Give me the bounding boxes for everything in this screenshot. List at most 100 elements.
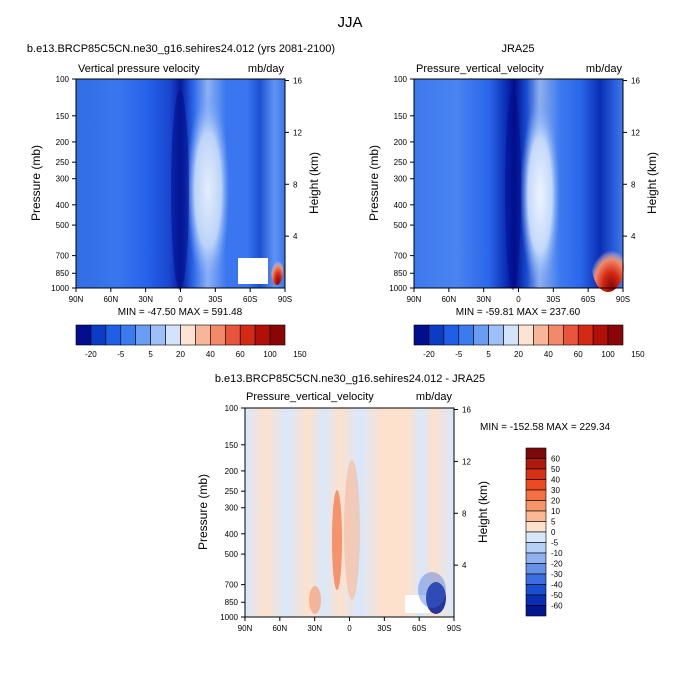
colorbar-label: 40 [551,476,560,485]
colorbar-swatch [254,324,271,346]
colorbar-swatch [577,324,594,346]
colorbar-swatch [105,324,122,346]
y-axis-label: Pressure (mb) [196,474,210,550]
colorbar-swatch [90,324,107,346]
units-label: mb/day [586,63,623,75]
x-tick-label: 90S [616,295,630,304]
y-tick-label: 100 [56,75,70,84]
y-tick-label: 200 [56,138,70,147]
y-tick-label: 850 [394,269,408,278]
y-right-tick-label: 16 [462,406,471,415]
units-label: mb/day [248,63,285,75]
y-tick-label: 300 [225,504,239,513]
x-tick-label: 60N [441,295,456,304]
colorbar-swatch [75,324,92,346]
y-tick-label: 100 [394,75,408,84]
colorbar-label: 0 [551,528,556,537]
y-right-tick-label: 4 [631,232,636,241]
x-ticks: 90N 60N 30N 0 30S 60S 90S [238,617,461,633]
y-ticks-left: 100 150 200 250 300 400 500 700 850 1000 [389,75,414,293]
colorbar-label: 5 [551,518,556,527]
y-right-tick-label: 12 [631,128,640,137]
y-tick-label: 250 [394,158,408,167]
min-max-stats: MIN = -152.58 MAX = 229.34 [480,422,611,433]
y-axis-label: Pressure (mb) [367,145,381,221]
panel-top-left: b.e13.BRCP85C5CN.ne30_g16.sehires24.012 … [27,43,335,359]
y-tick-label: 250 [56,158,70,167]
colorbar-swatch [135,324,151,346]
colorbar-swatch [518,324,534,346]
colorbar-swatch [562,324,579,346]
x-tick-label: 90N [69,295,84,304]
colorbar-swatch [269,324,286,346]
colorbar-label: -30 [551,570,563,579]
colorbar-swatch [525,563,547,575]
colorbar-label: 50 [551,465,560,474]
colorbar: -20 -5 5 20 40 60 100 150 [413,324,645,359]
colorbar: -20 -5 5 20 40 60 100 150 [75,324,307,359]
panel-bottom: b.e13.BRCP85C5CN.ne30_g16.sehires24.012 … [196,373,611,633]
y-tick-label: 150 [225,441,239,450]
y-tick-label: 850 [225,598,239,607]
colorbar-label: 60 [236,350,245,359]
y-axis-label-right: Height (km) [645,152,659,214]
y-tick-label: 200 [394,138,408,147]
colorbar-label: 20 [514,350,523,359]
y-right-tick-label: 12 [293,128,302,137]
colorbar-label: 150 [631,350,645,359]
colorbar-swatch [525,489,547,501]
y-tick-label: 1000 [220,613,238,622]
colorbar-swatch [443,324,460,346]
y-right-tick-label: 8 [462,509,467,518]
colorbar-swatch [224,324,241,346]
y-ticks-right: 16 12 8 4 [623,77,640,241]
y-tick-label: 150 [56,112,70,121]
colorbar-swatch [525,479,547,491]
colorbar-swatch [195,324,211,346]
colorbar-swatch [533,324,549,346]
x-tick-label: 30S [208,295,222,304]
y-tick-label: 1000 [389,284,407,293]
colorbar-label: 20 [176,350,185,359]
colorbar-swatch [239,324,256,346]
x-tick-label: 60N [103,295,118,304]
panel-title: JRA25 [501,43,534,55]
colorbar-label: -60 [551,602,563,611]
variable-label: Pressure_vertical_velocity [416,63,544,75]
x-tick-label: 60S [243,295,257,304]
y-right-tick-label: 4 [293,232,298,241]
y-tick-label: 700 [56,252,70,261]
colorbar-swatch [458,324,475,346]
colorbar-label: 40 [544,350,553,359]
colorbar-swatch [548,324,564,346]
panel-title: b.e13.BRCP85C5CN.ne30_g16.sehires24.012 … [215,373,485,385]
colorbar-label: -50 [551,591,563,600]
colorbar-swatch [525,447,547,459]
colorbar-label: 30 [551,486,560,495]
colorbar-swatch [525,594,547,606]
y-axis-label-right: Height (km) [476,481,490,543]
colorbar-swatch [525,510,547,522]
colorbar-swatch [525,573,547,585]
variable-label: Vertical pressure velocity [78,63,200,75]
colorbar-swatch [525,542,547,554]
y-tick-label: 400 [225,530,239,539]
y-tick-label: 300 [394,175,408,184]
y-axis-label: Pressure (mb) [29,145,43,221]
y-axis-label-right: Height (km) [307,152,321,214]
x-tick-label: 0 [178,295,183,304]
colorbar-label: -10 [551,549,563,558]
colorbar-label: -20 [85,350,97,359]
y-tick-label: 400 [394,201,408,210]
x-tick-label: 90S [447,624,461,633]
x-tick-label: 60N [272,624,287,633]
panel-top-right: JRA25 Pressure_vertical_velocity mb/day … [367,43,659,359]
y-right-tick-label: 4 [462,561,467,570]
colorbar-swatch [525,531,547,543]
colorbar-label: -40 [551,581,563,590]
contour-field [414,79,624,292]
y-ticks-right: 16 12 8 4 [285,77,302,241]
contour-field [245,408,454,617]
colorbar-label: 150 [293,350,307,359]
colorbar-label: -5 [551,539,559,548]
